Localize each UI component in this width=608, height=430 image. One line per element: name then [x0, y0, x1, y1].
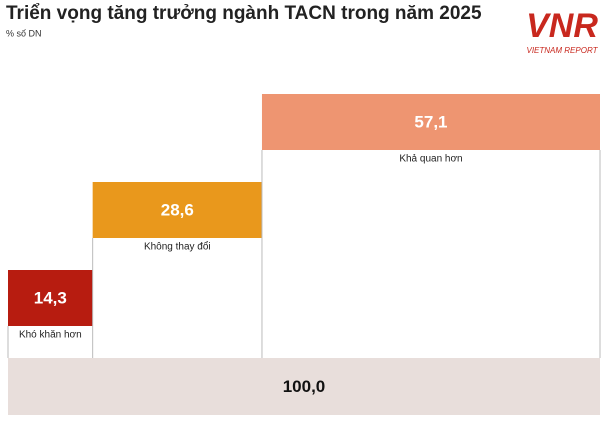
- chart-subtitle: % số DN: [6, 28, 42, 38]
- value-label: 28,6: [161, 200, 194, 219]
- logo-text: VNR: [526, 7, 598, 45]
- category-label: Không thay đổi: [144, 241, 211, 253]
- value-label: 14,3: [34, 288, 67, 307]
- chart-title: Triển vọng tăng trưởng ngành TACN trong …: [6, 3, 482, 24]
- category-label: Khả quan hơn: [399, 154, 462, 165]
- category-label: Khó khăn hơn: [19, 330, 82, 341]
- total-bar: [8, 358, 600, 415]
- total-label: 100,0: [283, 377, 326, 396]
- step-bar: [8, 270, 93, 326]
- step-bar: [92, 182, 262, 238]
- step-bar: [261, 94, 600, 150]
- logo-subtext: VIETNAM REPORT: [527, 46, 599, 55]
- value-label: 57,1: [414, 112, 447, 131]
